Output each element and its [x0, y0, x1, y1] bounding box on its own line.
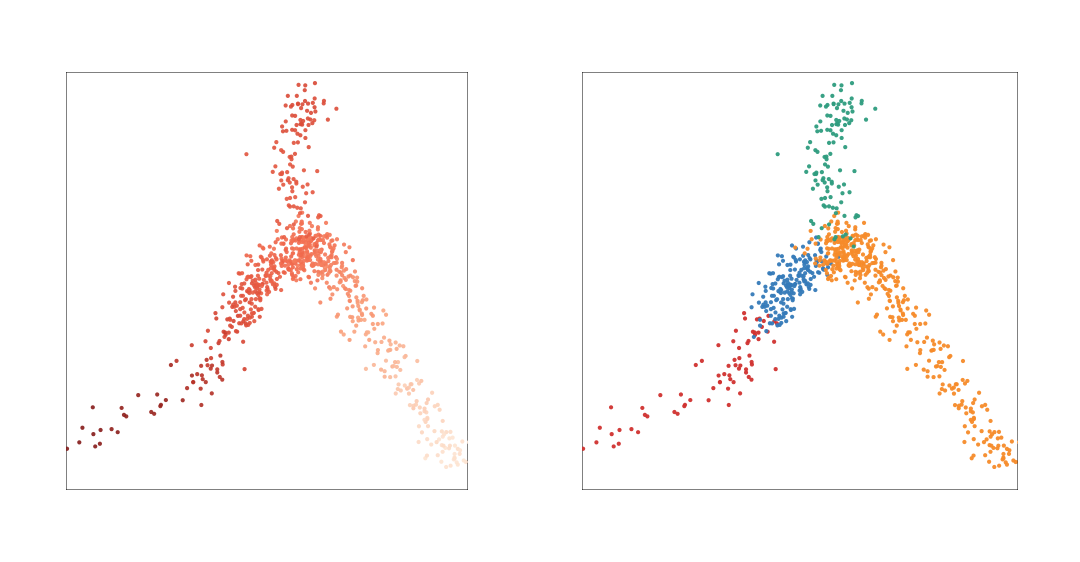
- scatter-plot: [66, 72, 468, 490]
- scatter-panel-gradient: [66, 72, 468, 490]
- scatter-panel-clusters: [582, 72, 1018, 490]
- figure-canvas: [0, 0, 1080, 562]
- scatter-plot: [582, 72, 1018, 490]
